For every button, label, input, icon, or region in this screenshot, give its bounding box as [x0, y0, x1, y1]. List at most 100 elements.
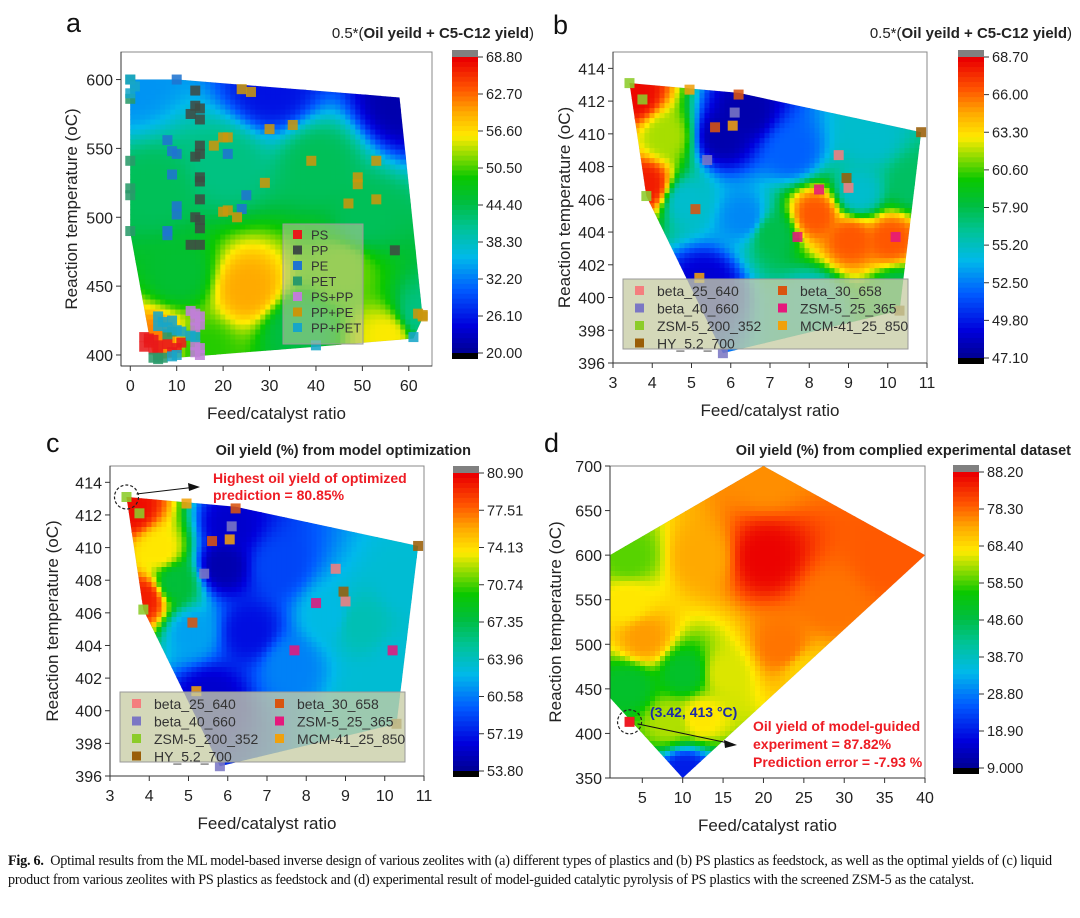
heat-cell: [260, 224, 266, 231]
heat-cell: [380, 144, 386, 151]
heat-cell: [305, 209, 311, 216]
heat-cell: [879, 168, 886, 174]
heat-cell: [749, 128, 756, 134]
heat-cell: [225, 199, 231, 206]
heat-cell: [285, 199, 291, 206]
colorbar-segment: [452, 264, 478, 270]
heat-cell: [340, 164, 346, 171]
heat-cell: [135, 144, 141, 151]
heat-cell: [874, 158, 881, 164]
heat-cell: [230, 94, 236, 101]
heat-cell: [240, 94, 246, 101]
heat-cell: [210, 84, 216, 91]
heat-cell: [330, 99, 336, 106]
legend-swatch: [293, 261, 302, 270]
heat-cell: [689, 133, 696, 139]
data-point: [185, 108, 196, 119]
heat-cell: [225, 249, 231, 256]
heat-cell: [659, 168, 666, 174]
heat-cell: [704, 148, 711, 154]
heat-cell: [250, 284, 256, 291]
heat-cell: [300, 104, 306, 111]
heat-cell: [215, 169, 221, 176]
heat-cell: [689, 123, 696, 129]
heat-cell: [190, 164, 196, 171]
heat-cell: [160, 194, 166, 201]
heat-cell: [360, 189, 366, 196]
heat-cell: [300, 169, 306, 176]
heat-cell: [864, 128, 871, 134]
heat-cell: [405, 284, 411, 291]
heat-cell: [405, 209, 411, 216]
heat-cell: [764, 143, 771, 149]
heat-cell: [160, 294, 166, 301]
heat-cell: [230, 274, 236, 281]
heat-cell: [275, 134, 281, 141]
heat-cell: [320, 174, 326, 181]
heat-cell: [644, 83, 651, 89]
heat-cell: [130, 134, 136, 141]
heat-cell: [370, 184, 376, 191]
heat-cell: [200, 329, 206, 336]
heat-cell: [744, 98, 751, 104]
heat-cell: [769, 123, 776, 129]
heat-cell: [320, 109, 326, 116]
heat-cell: [814, 163, 821, 169]
heat-cell: [380, 309, 386, 316]
heat-cell: [769, 138, 776, 144]
heat-cell: [150, 109, 156, 116]
heat-cell: [744, 133, 751, 139]
data-point: [232, 212, 243, 223]
heat-cell: [235, 169, 241, 176]
heat-cell: [834, 113, 841, 119]
heat-cell: [365, 294, 371, 301]
heat-cell: [395, 319, 401, 326]
colorbar-segment: [452, 283, 478, 290]
heat-cell: [210, 219, 216, 226]
heat-cell: [260, 89, 266, 96]
heat-cell: [375, 334, 381, 341]
heat-cell: [789, 148, 796, 154]
heat-cell: [365, 174, 371, 181]
heat-cell: [360, 184, 366, 191]
heat-cell: [335, 144, 341, 151]
heat-cell: [195, 79, 201, 86]
heat-cell: [714, 93, 721, 99]
heat-cell: [385, 129, 391, 136]
heat-cell: [285, 114, 291, 121]
heat-cell: [355, 134, 361, 141]
data-point: [162, 230, 173, 241]
heat-cell: [410, 279, 416, 286]
heat-cell: [315, 104, 321, 111]
heat-cell: [704, 143, 711, 149]
heat-cell: [150, 304, 156, 311]
heat-cell: [300, 114, 306, 121]
heat-cell: [245, 139, 251, 146]
heat-cell: [724, 108, 731, 114]
colorbar-over: [452, 50, 478, 57]
heat-cell: [370, 174, 376, 181]
heat-cell: [300, 159, 306, 166]
heat-cell: [714, 168, 721, 174]
heat-cell: [255, 314, 261, 321]
heat-cell: [150, 309, 156, 316]
heat-cell: [724, 103, 731, 109]
heat-cell: [230, 319, 236, 326]
heat-cell: [255, 249, 261, 256]
heat-cell: [380, 299, 386, 306]
heat-cell: [260, 274, 266, 281]
heat-cell: [350, 114, 356, 121]
heat-cell: [724, 148, 731, 154]
heat-cell: [375, 179, 381, 186]
heat-cell: [200, 84, 206, 91]
heat-cell: [185, 194, 191, 201]
heat-cell: [659, 98, 666, 104]
heat-cell: [220, 304, 226, 311]
heat-cell: [405, 214, 411, 221]
heat-cell: [290, 144, 296, 151]
heat-cell: [250, 134, 256, 141]
heat-cell: [395, 294, 401, 301]
heat-cell: [889, 143, 896, 149]
heat-cell: [175, 179, 181, 186]
heat-cell: [305, 119, 311, 126]
